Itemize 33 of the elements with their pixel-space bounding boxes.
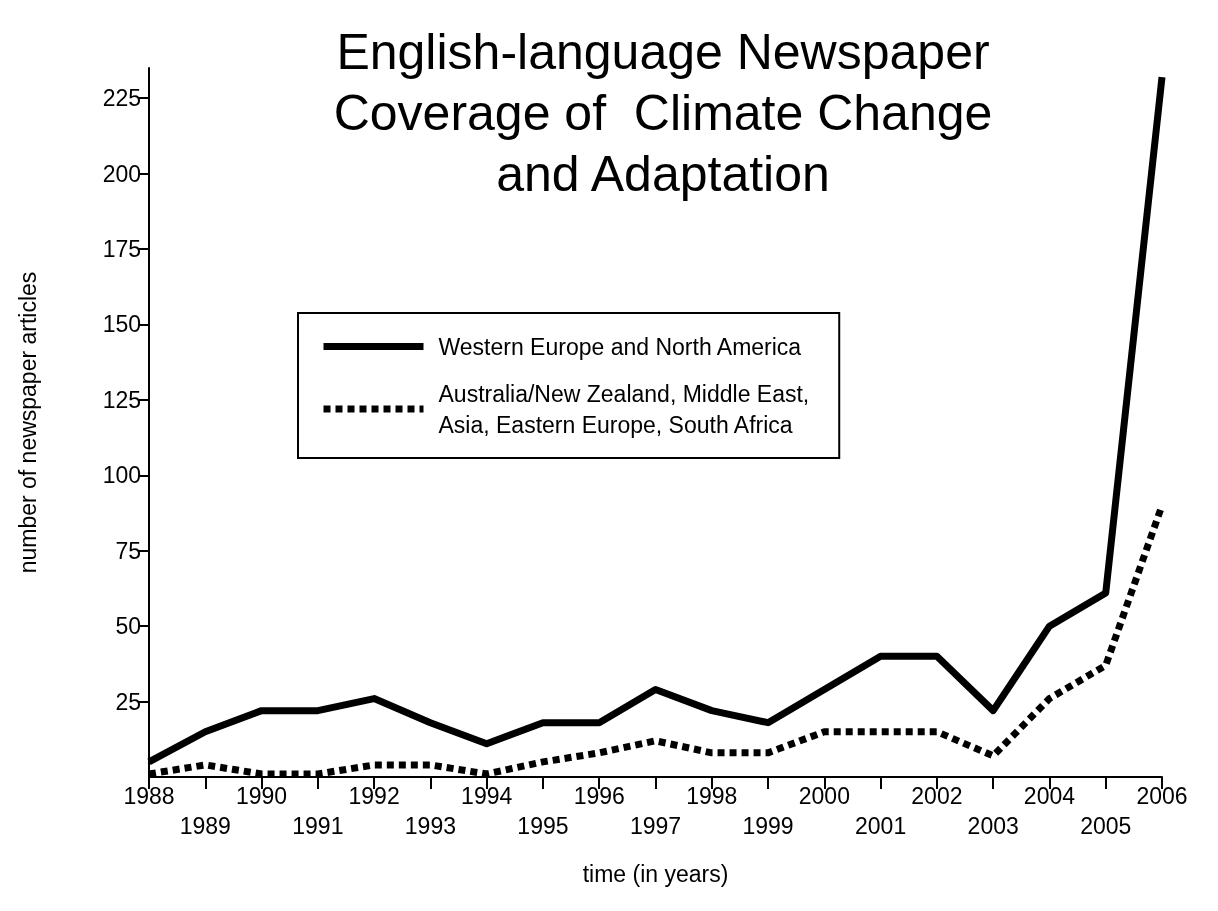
x-tick-label: 2002 — [911, 783, 963, 809]
x-tick-label: 1990 — [235, 783, 288, 809]
y-tick-label: 200 — [102, 160, 141, 187]
x-tick-label: 1996 — [573, 783, 625, 809]
y-tick-label: 100 — [102, 462, 141, 489]
x-tick-label: 2006 — [1136, 783, 1188, 809]
x-axis-title: time (in years) — [582, 860, 729, 887]
legend-label: Western Europe and North America — [438, 333, 802, 360]
y-tick-label: 50 — [115, 613, 141, 640]
x-tick-label: 1999 — [742, 813, 794, 839]
x-tick-label: 1995 — [517, 813, 569, 839]
y-tick-label: 175 — [102, 236, 141, 263]
y-tick-label: 125 — [102, 386, 141, 413]
x-tick-label: 2003 — [967, 813, 1019, 839]
y-tick-label: 225 — [102, 85, 141, 112]
x-tick-label: 2005 — [1080, 813, 1132, 839]
chart-title: English-language Newspaper Coverage of Climate Change and Adaptation — [333, 23, 993, 202]
y-tick-label: 150 — [102, 311, 141, 338]
x-tick-label: 1992 — [348, 783, 400, 809]
x-tick-label: 1993 — [404, 813, 456, 839]
legend-label: Australia/New Zealand, Middle East, Asia, Eastern Europe, South Africa — [438, 380, 810, 438]
x-tick-label: 1998 — [686, 783, 738, 809]
x-tick-label: 1989 — [179, 813, 231, 839]
x-tick-label: 1994 — [461, 783, 513, 809]
y-tick-label: 25 — [115, 688, 141, 715]
x-tick-label: 1988 — [123, 783, 175, 809]
x-tick-label: 2000 — [798, 783, 850, 809]
x-tick-label: 1997 — [629, 813, 682, 839]
x-tick-label: 2001 — [855, 813, 907, 839]
y-axis-title: number of newspaper articles — [14, 271, 41, 574]
y-tick-label: 75 — [115, 537, 141, 564]
x-tick-label: 1991 — [292, 813, 344, 839]
x-tick-label: 2004 — [1023, 783, 1076, 809]
